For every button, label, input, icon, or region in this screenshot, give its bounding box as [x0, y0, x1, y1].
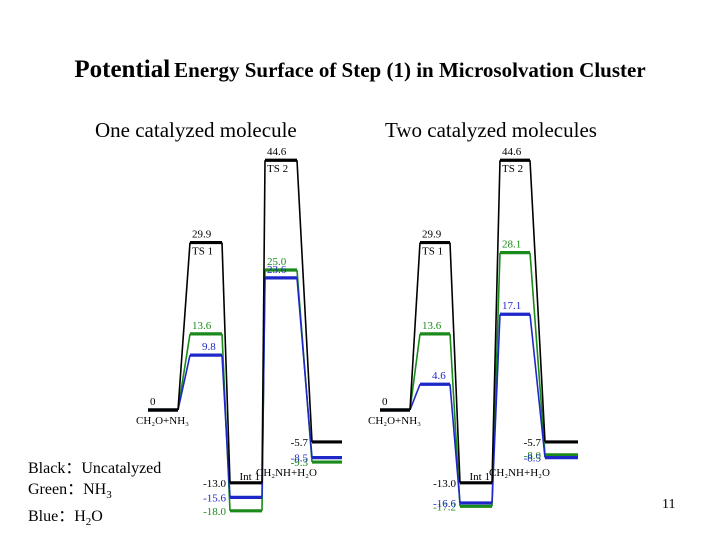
panel-subtitle-two-molecules: Two catalyzed molecules: [385, 118, 597, 142]
stage-label-p2-3: TS 2: [502, 163, 523, 175]
stage-label-p2-4: CH₂NH+H₂O: [489, 467, 550, 479]
connector-blue-p1-1: [221, 355, 231, 498]
value-label-blue-p2-3: 17.1: [502, 300, 521, 312]
connector-blue-p2-0: [409, 383, 421, 411]
value-label-black-p1-1: 29.9: [192, 229, 212, 241]
connector-green-p2-0: [409, 333, 421, 411]
legend-item-blue: Blue：H2O: [28, 508, 103, 529]
value-label-green-p1-1: 13.6: [192, 320, 212, 332]
connector-black-p1-0: [177, 242, 191, 411]
value-label-green-p2-3: 28.1: [502, 239, 521, 251]
value-label-green-p1-4: -9.3: [291, 457, 309, 469]
stage-label-p2-1: TS 1: [422, 246, 443, 258]
value-label-blue-p1-1: 9.8: [202, 341, 216, 353]
value-label-blue-p1-3: 23.6: [267, 264, 287, 276]
value-label-black-p1-2: -13.0: [203, 478, 226, 490]
value-label-green-p1-2: -18.0: [203, 506, 226, 518]
connector-black-p2-2: [491, 160, 501, 483]
value-label-blue-p1-4: -8.5: [291, 453, 309, 465]
stage-label-p2-0: CH₂O+NH₃: [368, 415, 421, 427]
legend-item-green: Green：NH3: [28, 481, 112, 502]
connector-blue-p1-3: [296, 277, 313, 458]
stage-label-p1-4: CH₂NH+H₂O: [256, 467, 317, 479]
connector-blue-p2-3: [529, 314, 546, 458]
legend-item-black: Black：Uncatalyzed: [28, 460, 162, 477]
value-label-blue-p1-2: -15.6: [203, 492, 226, 504]
value-label-green-p1-3: 25.0: [267, 256, 287, 268]
connector-black-p1-2: [261, 160, 266, 483]
page-title: Potential Energy Surface of Step (1) in …: [0, 56, 720, 84]
connector-black-p1-3: [296, 160, 313, 442]
stage-label-p1-0: CH₂O+NH₃: [136, 415, 189, 427]
value-label-black-p2-0: 0: [382, 396, 388, 408]
value-label-black-p2-4: -5.7: [524, 437, 542, 449]
page-title-rest: Energy Surface of Step (1) in Microsolva…: [174, 58, 646, 82]
connector-black-p2-3: [529, 160, 546, 442]
connector-blue-p1-0: [177, 354, 191, 411]
value-label-green-p2-4: -8.0: [524, 450, 542, 462]
panel-subtitle-one-molecule: One catalyzed molecule: [95, 118, 297, 142]
value-label-green-p2-1: 13.6: [422, 320, 442, 332]
value-label-black-p2-1: 29.9: [422, 229, 442, 241]
connector-black-p2-1: [449, 242, 461, 483]
stage-label-p1-3: TS 2: [267, 163, 288, 175]
connector-blue-p2-1: [449, 384, 461, 504]
value-label-blue-p2-2: -16.6: [433, 498, 456, 510]
value-label-green-p2-2: -17.2: [433, 501, 456, 513]
value-label-black-p1-0: 0: [150, 396, 156, 408]
connector-green-p2-3: [529, 252, 546, 455]
connector-black-p2-0: [409, 242, 421, 411]
page-title-main: Potential: [74, 56, 171, 83]
stage-label-p1-1: TS 1: [192, 246, 213, 258]
connector-blue-p2-2: [491, 314, 501, 503]
stage-label-p2-2: Int 1: [470, 471, 490, 483]
stage-label-p1-2: Int 1: [240, 471, 260, 483]
value-label-black-p2-3: 44.6: [502, 146, 522, 158]
value-label-blue-p2-1: 4.6: [432, 370, 446, 382]
value-label-black-p1-3: 44.6: [267, 146, 287, 158]
legend: Black：Uncatalyzed Green：NH3 Blue：H2O: [28, 458, 161, 533]
value-label-blue-p2-4: -8.5: [524, 453, 542, 465]
page-number: 11: [662, 497, 676, 512]
connector-black-p1-1: [221, 242, 231, 483]
value-label-black-p1-4: -5.7: [291, 437, 309, 449]
value-label-black-p2-2: -13.0: [433, 478, 456, 490]
